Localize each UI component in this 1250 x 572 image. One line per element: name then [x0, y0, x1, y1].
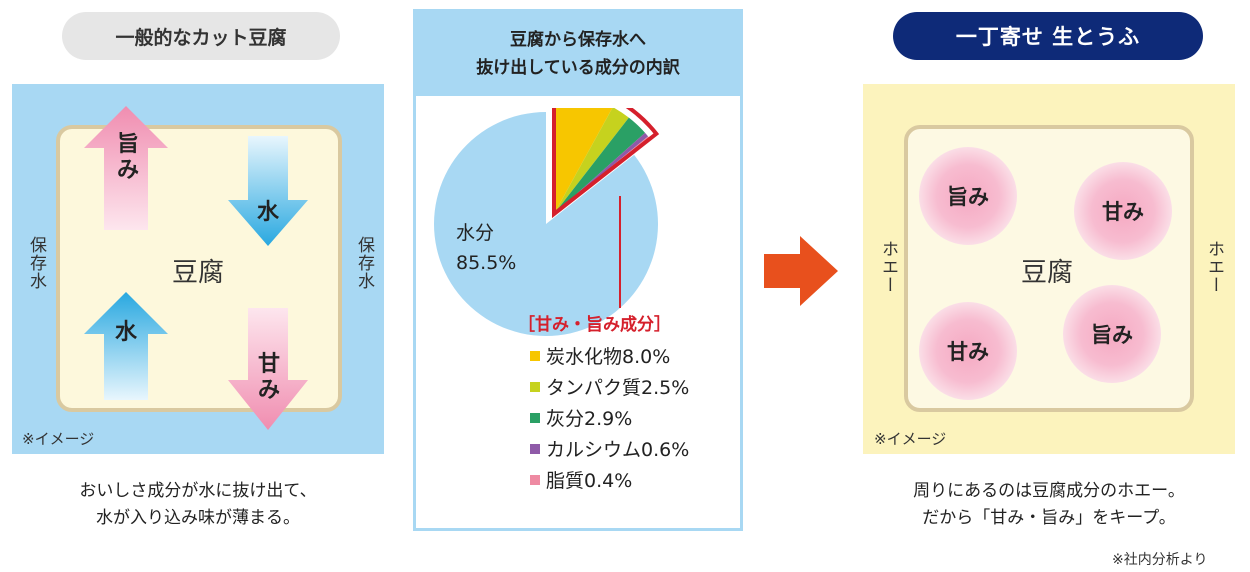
left-arrows: [84, 106, 308, 430]
right-caption: 周りにあるのは豆腐成分のホエー。 だから「甘み・旨み」をキープ。: [863, 478, 1235, 532]
legend-swatch: [530, 443, 540, 454]
blob-label: 甘み: [947, 340, 989, 364]
legend-label: 灰分2.9%: [546, 408, 633, 430]
legend-item: 炭水化物8.0%: [530, 340, 689, 371]
water-arrow-down: [228, 136, 308, 246]
blob-label: 旨み: [1091, 323, 1133, 347]
left-image-note: ※イメージ: [22, 430, 95, 448]
blob-label: 旨み: [947, 185, 989, 209]
legend-label: カルシウム0.6%: [546, 439, 690, 461]
legend-item: 灰分2.9%: [530, 402, 689, 433]
umami-arrow-label: 旨み: [116, 132, 139, 183]
highlight-outline: [552, 108, 660, 219]
legend-swatch: [530, 350, 540, 361]
middle-title-line2: 抜け出している成分の内訳: [476, 58, 680, 78]
sweet-blob-top-right: 甘み: [1074, 162, 1172, 260]
legend-swatch: [530, 412, 540, 423]
legend-item: カルシウム0.6%: [530, 433, 689, 464]
water-share-label: 水分 85.5%: [456, 218, 516, 278]
left-title: 一般的なカット豆腐: [115, 26, 287, 49]
right-side-label-left: ホエー: [878, 240, 898, 294]
umami-arrow-up: [84, 106, 168, 230]
transition-arrow-icon: [764, 236, 838, 306]
legend-label: 炭水化物8.0%: [546, 346, 671, 368]
legend-title: ［甘み・旨み成分］: [518, 315, 671, 335]
pie-legend: 炭水化物8.0% タンパク質2.5% 灰分2.9% カルシウム0.6% 脂質0.4%: [530, 340, 689, 495]
water-up-label: 水: [115, 320, 138, 345]
sweet-arrow-down: [228, 308, 308, 430]
pie-slice-2: [554, 108, 629, 214]
umami-blob-bottom-right: 旨み: [1063, 285, 1161, 383]
right-title: 一丁寄せ 生とうふ: [955, 25, 1141, 49]
sweet-blob-bottom-left: 甘み: [919, 302, 1017, 400]
sweet-arrow-label: 甘み: [257, 352, 280, 403]
umami-blob-top-left: 旨み: [919, 147, 1017, 245]
pie-slice-3: [554, 117, 646, 214]
middle-title-line1: 豆腐から保存水へ: [510, 30, 646, 50]
legend-item: タンパク質2.5%: [530, 371, 689, 402]
left-tofu-block: [56, 125, 342, 412]
right-image-note: ※イメージ: [874, 430, 947, 448]
water-value: 85.5%: [456, 252, 517, 274]
water-down-label: 水: [257, 200, 280, 225]
left-side-label-right: 保存水: [354, 236, 374, 290]
pie-slice-water: [434, 112, 658, 336]
composition-pie-chart: [434, 108, 660, 336]
left-side-label-left: 保存水: [26, 236, 46, 290]
left-caption-line2: 水が入り込み味が薄まる。: [96, 508, 300, 528]
right-caption-line1: 周りにあるのは豆腐成分のホエー。: [913, 481, 1185, 501]
left-caption: おいしさ成分が水に抜け出て、 水が入り込み味が薄まる。: [12, 478, 384, 532]
left-caption-line1: おいしさ成分が水に抜け出て、: [79, 481, 317, 501]
legend-label: 脂質0.4%: [546, 470, 633, 492]
source-note: ※社内分析より: [1112, 552, 1208, 568]
pie-slice-1: [554, 108, 613, 214]
legend-swatch: [530, 474, 540, 485]
right-tofu-label: 豆腐: [1021, 258, 1074, 288]
blob-label: 甘み: [1102, 200, 1144, 224]
middle-title: 豆腐から保存水へ 抜け出している成分の内訳: [416, 12, 740, 96]
legend-item: 脂質0.4%: [530, 464, 689, 495]
water-label: 水分: [456, 222, 495, 244]
right-title-pill: 一丁寄せ 生とうふ: [893, 12, 1203, 60]
right-caption-line2: だから「甘み・旨み」をキープ。: [922, 508, 1176, 528]
left-tofu-label: 豆腐: [172, 258, 225, 288]
left-title-pill: 一般的なカット豆腐: [62, 12, 340, 60]
water-arrow-up: [84, 292, 168, 400]
right-side-label-right: ホエー: [1204, 240, 1224, 294]
legend-swatch: [530, 381, 540, 392]
legend-label: タンパク質2.5%: [546, 377, 690, 399]
